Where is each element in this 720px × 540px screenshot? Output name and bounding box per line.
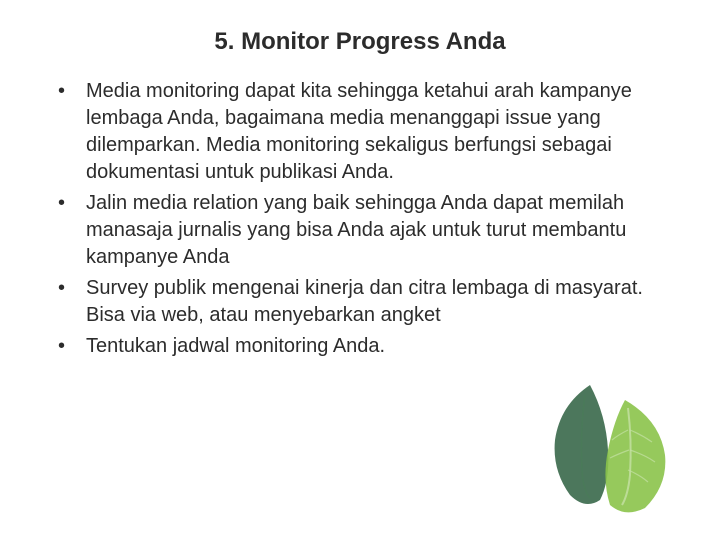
bullet-list: Media monitoring dapat kita sehingga ket… [40,78,680,360]
bullet-item: Tentukan jadwal monitoring Anda. [68,333,680,360]
bullet-item: Jalin media relation yang baik sehingga … [68,190,680,271]
slide-title: 5. Monitor Progress Anda [40,28,680,56]
leaf-decoration-icon [530,380,680,520]
slide-container: 5. Monitor Progress Anda Media monitorin… [0,0,720,540]
bullet-item: Survey publik mengenai kinerja dan citra… [68,275,680,329]
bullet-item: Media monitoring dapat kita sehingga ket… [68,78,680,186]
